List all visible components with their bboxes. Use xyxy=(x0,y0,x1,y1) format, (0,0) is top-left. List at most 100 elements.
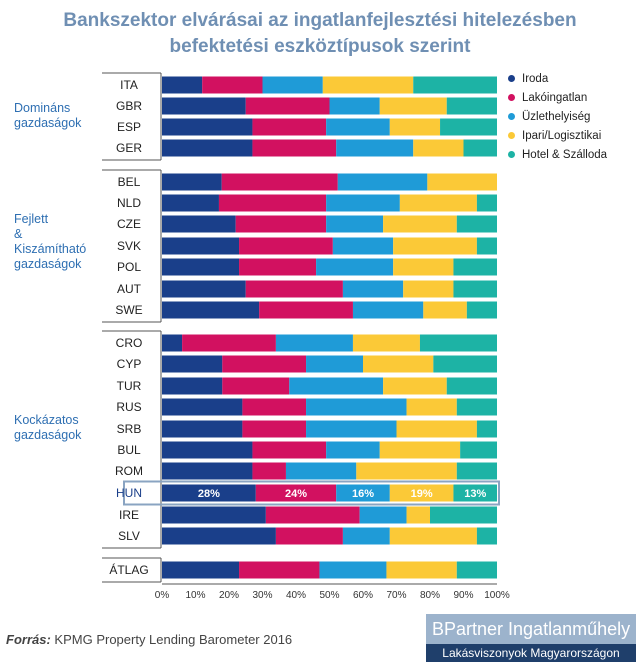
bar-segment-nld-3 xyxy=(399,194,477,212)
category-label-swe: SWE xyxy=(115,303,143,317)
x-tick-label: 20% xyxy=(218,590,239,601)
bar-segment-bul-4 xyxy=(460,441,497,459)
x-tick-label: 50% xyxy=(319,590,340,601)
bar-segment-esp-3 xyxy=(389,118,441,136)
x-tick-label: 70% xyxy=(386,590,407,601)
bar-segment-swe-4 xyxy=(466,301,497,319)
bar-segment-hun-3 xyxy=(389,484,454,502)
bar-segment-ita-4 xyxy=(413,76,497,94)
category-label-esp: ESP xyxy=(116,120,141,134)
bar-segment-pol-0 xyxy=(162,258,240,276)
title-line-2: befektetési eszköztípusok szerint xyxy=(169,36,471,57)
bar-segment-cro-3 xyxy=(352,334,420,352)
bar-segment-hun-2 xyxy=(336,484,390,502)
legend-label: Lakóingatlan xyxy=(522,91,588,104)
bar-segment-átlag-3 xyxy=(386,561,457,579)
bar-segment-bel-3 xyxy=(427,173,497,191)
bar-segment-bul-2 xyxy=(326,441,380,459)
x-tick-label: 0% xyxy=(154,590,170,601)
legend-label: Hotel & Szálloda xyxy=(522,148,608,161)
bar-segment-átlag-4 xyxy=(456,561,497,579)
bar-segment-hun-4 xyxy=(453,484,497,502)
bar-segment-gbr-2 xyxy=(329,97,380,115)
bar-segment-srb-3 xyxy=(396,420,477,438)
category-label-cro: CRO xyxy=(115,336,143,350)
bar-segment-ire-4 xyxy=(430,506,497,524)
bar-segment-aut-3 xyxy=(403,280,454,298)
bar-segment-svk-0 xyxy=(162,237,240,255)
x-tick-label: 100% xyxy=(484,590,510,601)
bar-segment-rom-2 xyxy=(285,462,357,480)
bar-segment-cyp-1 xyxy=(222,355,307,373)
bar-segment-ger-3 xyxy=(413,139,464,157)
group-line: gazdaságok xyxy=(14,257,82,271)
brand-name: BPartner Ingatlanműhely xyxy=(432,619,631,639)
bar-segment-bul-0 xyxy=(162,441,253,459)
bar-segment-cze-2 xyxy=(326,215,384,233)
category-label-bel: BEL xyxy=(117,175,141,189)
legend-label: Iroda xyxy=(522,72,549,85)
group-line: gazdaságok xyxy=(14,428,82,442)
bar-segment-tur-3 xyxy=(383,377,447,395)
bar-segment-rus-2 xyxy=(306,398,407,416)
bar-segment-gbr-1 xyxy=(245,97,330,115)
x-tick-label: 10% xyxy=(185,590,206,601)
bar-segment-svk-1 xyxy=(239,237,333,255)
data-label-hun-2: 16% xyxy=(352,488,374,500)
bar-segment-cze-3 xyxy=(383,215,457,233)
bar-segment-rom-0 xyxy=(162,462,253,480)
bar-segment-hun-1 xyxy=(255,484,337,502)
bar-segment-nld-2 xyxy=(326,194,400,212)
title-line-1: Bankszektor elvárásai az ingatlanfejlesz… xyxy=(63,10,577,31)
bar-segment-bul-3 xyxy=(379,441,461,459)
bar-segment-slv-4 xyxy=(476,527,497,545)
category-label-rom: ROM xyxy=(115,464,143,478)
source-text: KPMG Property Lending Barometer 2016 xyxy=(54,632,293,647)
bar-segment-svk-2 xyxy=(332,237,394,255)
bar-segment-rus-4 xyxy=(456,398,497,416)
group-label-developed: Fejlett & Kiszámítható gazdaságok xyxy=(14,212,124,272)
group-line: Fejlett xyxy=(14,212,49,226)
category-label-hun: HUN xyxy=(116,486,142,500)
bar-segment-ire-3 xyxy=(406,506,430,524)
bar-segment-pol-1 xyxy=(239,258,317,276)
category-label-ire: IRE xyxy=(118,508,139,522)
bar-segment-ire-2 xyxy=(359,506,407,524)
bar-segment-tur-0 xyxy=(162,377,223,395)
bar-segment-tur-4 xyxy=(446,377,497,395)
group-label-dominant: Domináns gazdaságok xyxy=(14,101,124,131)
bar-segment-ire-1 xyxy=(265,506,360,524)
group-line: gazdaságok xyxy=(14,116,82,130)
bar-segment-cro-0 xyxy=(162,334,183,352)
legend-dot-iroda xyxy=(508,75,515,82)
bar-segment-cyp-0 xyxy=(162,355,223,373)
x-tick-label: 60% xyxy=(352,590,373,601)
legend-dot-lako xyxy=(508,94,515,101)
category-label-nld: NLD xyxy=(116,196,141,210)
legend-label: Üzlethelyiség xyxy=(522,110,591,123)
legend-item: Lakóingatlan xyxy=(508,89,607,106)
bar-segment-srb-0 xyxy=(162,420,243,438)
category-label-rus: RUS xyxy=(116,400,142,414)
bar-segment-ire-0 xyxy=(162,506,266,524)
x-tick-label: 30% xyxy=(252,590,273,601)
legend-item: Hotel & Szálloda xyxy=(508,146,607,163)
bar-segment-bel-1 xyxy=(221,173,338,191)
category-label-slv: SLV xyxy=(118,529,140,543)
bar-segment-pol-2 xyxy=(316,258,394,276)
bar-segment-átlag-2 xyxy=(319,561,387,579)
bar-segment-ger-2 xyxy=(336,139,414,157)
bar-segment-slv-2 xyxy=(342,527,390,545)
category-label-ita: ITA xyxy=(120,78,138,92)
bar-segment-rus-1 xyxy=(242,398,307,416)
bar-segment-átlag-0 xyxy=(162,561,240,579)
brand-logo: BPartner Ingatlanműhely Lakásviszonyok M… xyxy=(426,614,636,662)
data-label-hun-0: 28% xyxy=(198,488,220,500)
legend-dot-uzlet xyxy=(508,113,515,120)
category-label-cyp: CYP xyxy=(116,357,142,371)
bar-segment-bel-2 xyxy=(337,173,428,191)
bar-segment-rus-3 xyxy=(406,398,457,416)
bar-segment-nld-4 xyxy=(476,194,497,212)
bar-segment-gbr-0 xyxy=(162,97,246,115)
